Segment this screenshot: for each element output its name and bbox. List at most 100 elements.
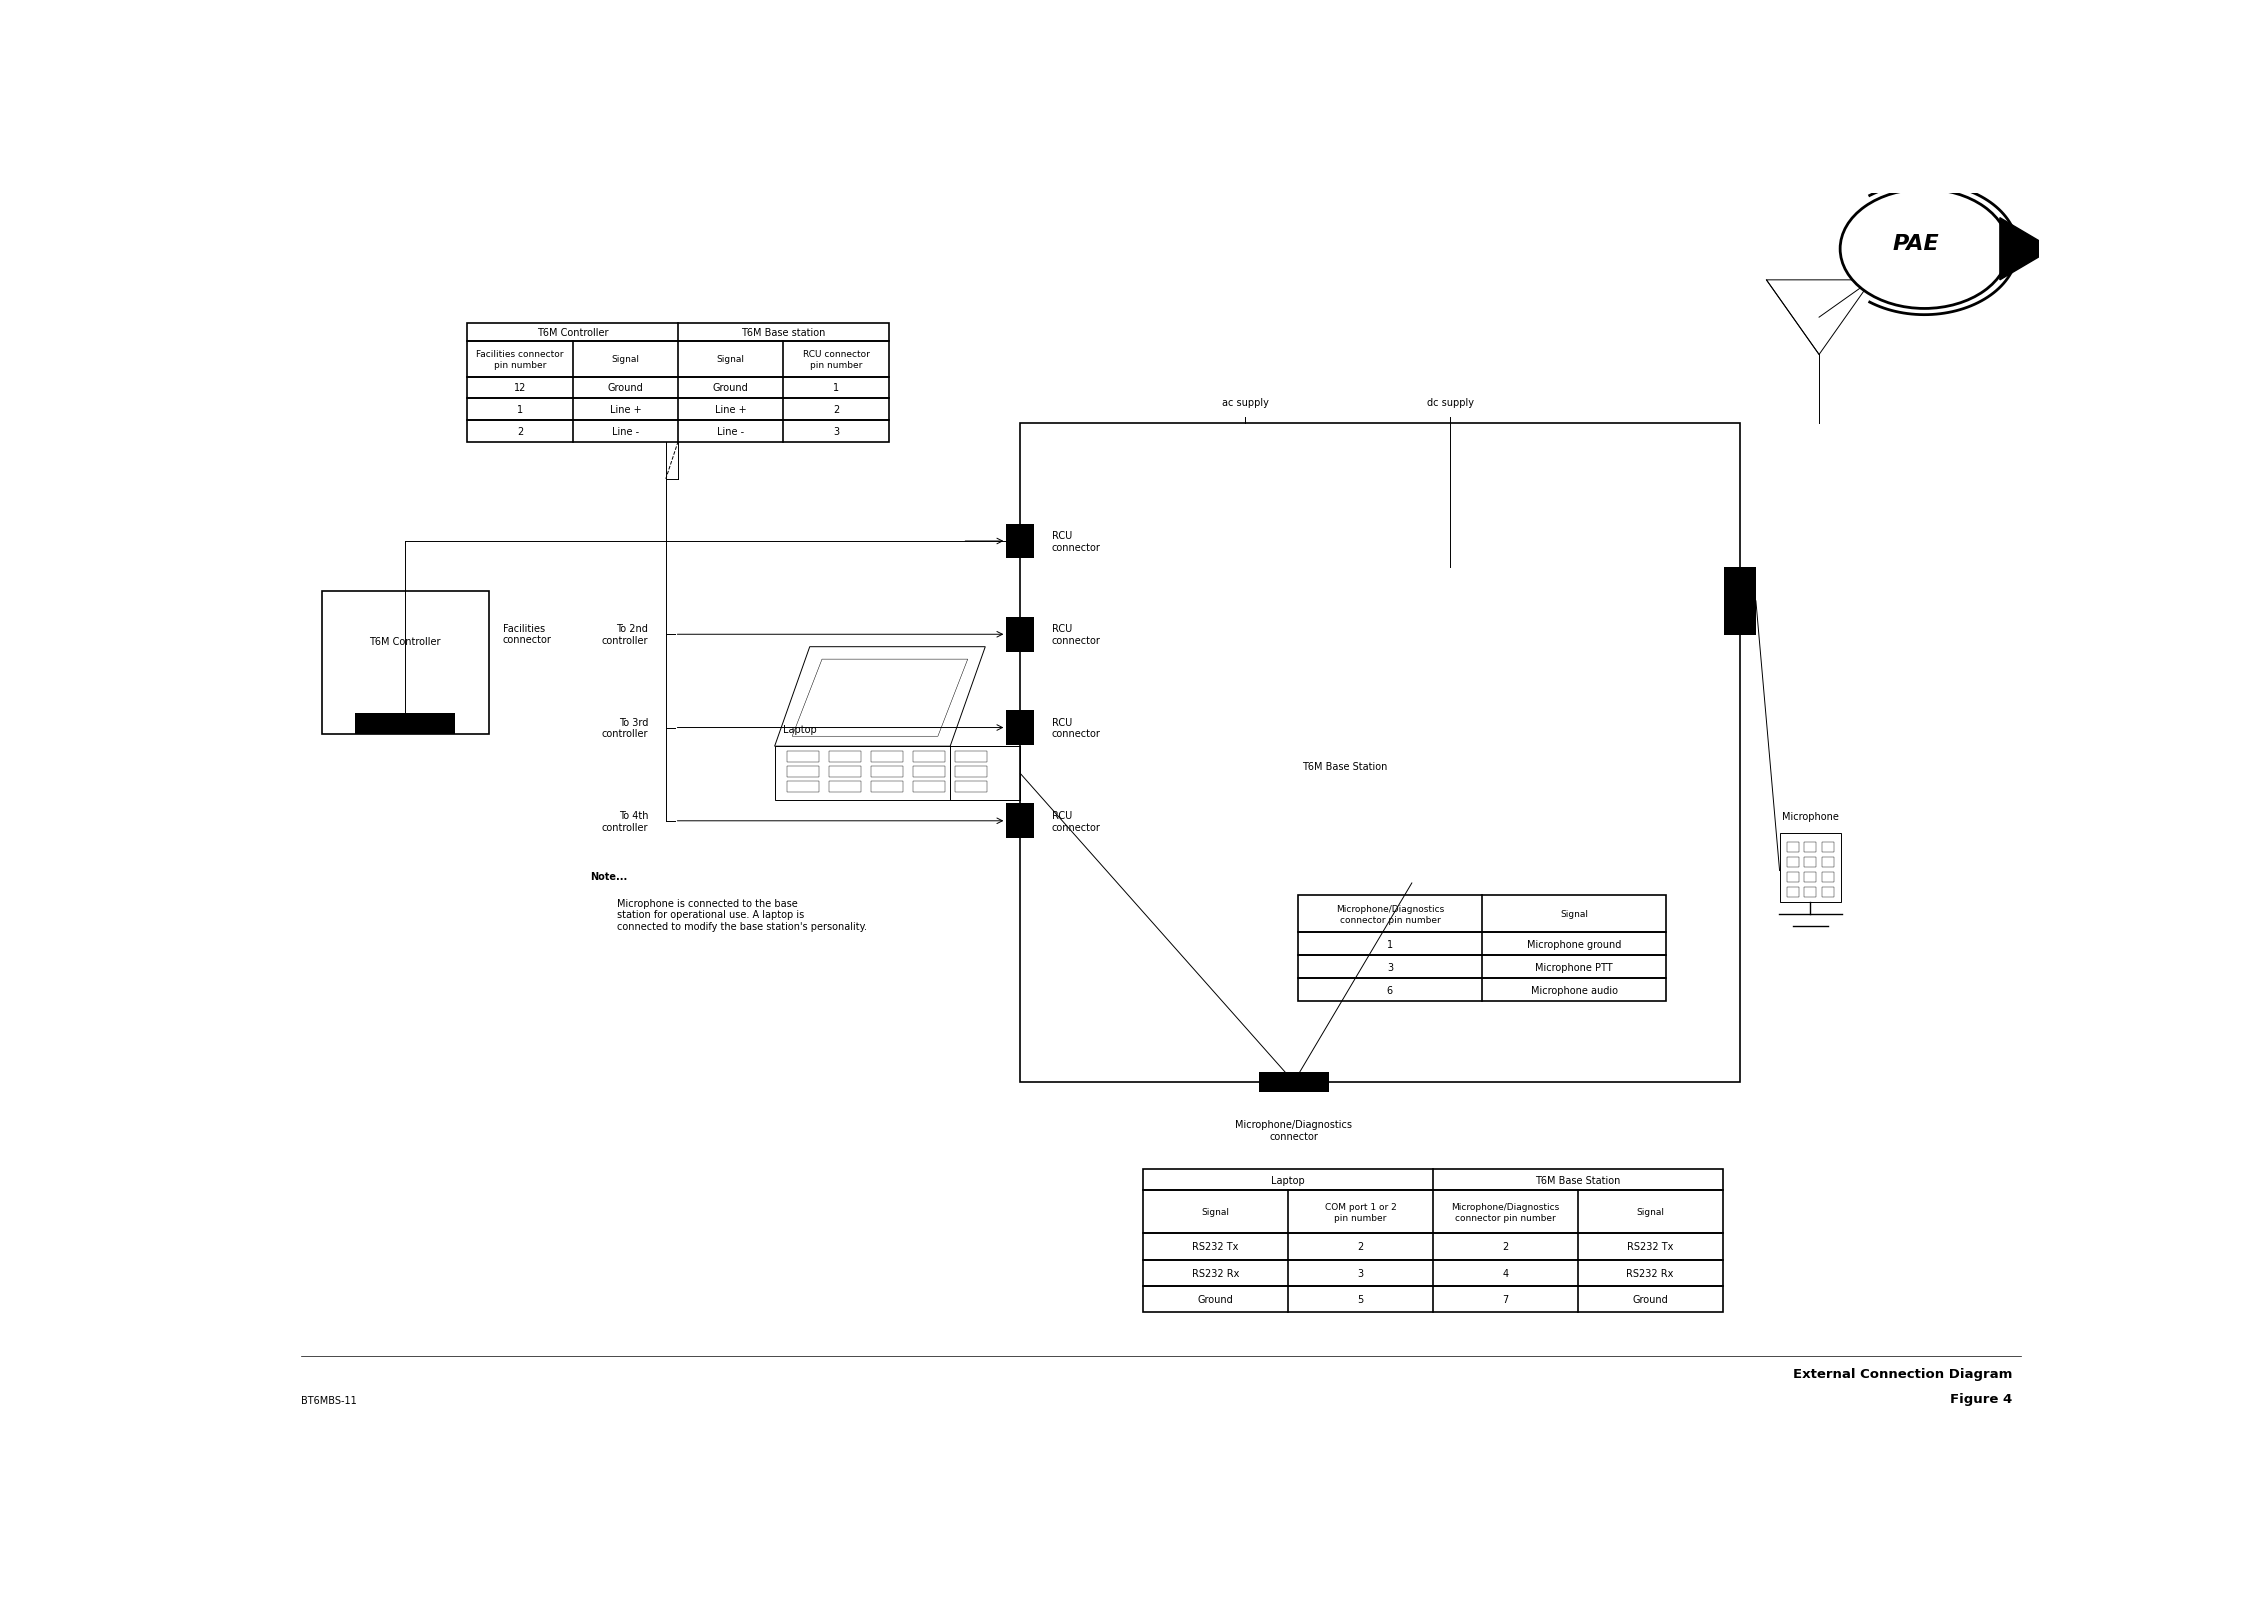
Text: PAE: PAE xyxy=(1891,234,1939,253)
Bar xyxy=(1805,888,1817,897)
Bar xyxy=(786,767,818,778)
Bar xyxy=(1805,857,1817,867)
Text: Microphone is connected to the base
station for operational use. A laptop is
con: Microphone is connected to the base stat… xyxy=(616,899,867,931)
Text: External Connection Diagram: External Connection Diagram xyxy=(1794,1367,2011,1380)
Text: RS232 Tx: RS232 Tx xyxy=(1626,1241,1674,1252)
Bar xyxy=(467,399,888,421)
Bar xyxy=(467,342,888,378)
Text: Laptop: Laptop xyxy=(784,725,818,734)
Text: Microphone: Microphone xyxy=(1783,812,1839,822)
Bar xyxy=(1144,1261,1724,1286)
Text: 2: 2 xyxy=(834,405,840,415)
Bar xyxy=(1006,804,1035,839)
Text: RCU
connector: RCU connector xyxy=(1051,810,1101,833)
Text: 1: 1 xyxy=(516,405,523,415)
Bar xyxy=(956,781,988,792)
Bar xyxy=(775,747,1022,801)
Bar xyxy=(1821,872,1835,883)
Bar xyxy=(1006,525,1035,558)
Text: Facilities connector
pin number: Facilities connector pin number xyxy=(476,350,564,370)
Bar xyxy=(872,767,904,778)
Text: Microphone ground: Microphone ground xyxy=(1527,939,1622,949)
Bar xyxy=(1019,423,1740,1083)
Text: T6M Base Station: T6M Base Station xyxy=(1302,762,1386,771)
Bar xyxy=(1144,1191,1724,1233)
Bar xyxy=(1259,1072,1330,1093)
Text: Microphone PTT: Microphone PTT xyxy=(1536,962,1613,972)
Text: 3: 3 xyxy=(1357,1269,1364,1278)
Bar xyxy=(1805,872,1817,883)
Bar xyxy=(1821,843,1835,852)
Text: 2: 2 xyxy=(1357,1241,1364,1252)
Bar xyxy=(1724,567,1755,636)
Bar xyxy=(786,752,818,763)
Text: RS232 Rx: RS232 Rx xyxy=(1191,1269,1239,1278)
Text: Line +: Line + xyxy=(716,405,747,415)
Text: 12: 12 xyxy=(514,383,525,394)
Text: To 2nd
controller: To 2nd controller xyxy=(602,625,648,646)
Bar xyxy=(1787,857,1798,867)
Text: Signal: Signal xyxy=(716,355,745,365)
Bar xyxy=(1780,834,1841,902)
Text: BT6MBS-11: BT6MBS-11 xyxy=(301,1396,356,1406)
Text: T6M Base station: T6M Base station xyxy=(741,328,827,337)
Text: T6M Controller: T6M Controller xyxy=(537,328,609,337)
Text: RS232 Tx: RS232 Tx xyxy=(1191,1241,1239,1252)
Bar xyxy=(1787,888,1798,897)
Bar xyxy=(829,752,861,763)
Text: Line -: Line - xyxy=(718,426,745,436)
Text: 5: 5 xyxy=(1357,1294,1364,1304)
Bar xyxy=(322,591,489,734)
Text: T6M Controller: T6M Controller xyxy=(369,636,442,646)
Bar xyxy=(1821,857,1835,867)
Text: Microphone audio: Microphone audio xyxy=(1531,985,1617,996)
Text: Microphone/Diagnostics
connector pin number: Microphone/Diagnostics connector pin num… xyxy=(1336,904,1445,925)
Text: RCU
connector: RCU connector xyxy=(1051,717,1101,739)
Text: Figure 4: Figure 4 xyxy=(1950,1393,2011,1406)
Text: To 4th
controller: To 4th controller xyxy=(602,810,648,833)
Bar xyxy=(956,767,988,778)
Bar xyxy=(1144,1233,1724,1261)
Bar xyxy=(1787,872,1798,883)
Text: 6: 6 xyxy=(1386,985,1393,996)
Text: Signal: Signal xyxy=(612,355,639,365)
Text: ac supply: ac supply xyxy=(1221,397,1268,407)
Bar xyxy=(913,781,945,792)
Text: Laptop: Laptop xyxy=(1271,1175,1305,1185)
Bar xyxy=(913,767,945,778)
Bar xyxy=(956,752,988,763)
Bar xyxy=(1144,1286,1724,1312)
Text: dc supply: dc supply xyxy=(1427,397,1475,407)
Text: Facilities
connector: Facilities connector xyxy=(503,623,550,646)
Bar xyxy=(1821,888,1835,897)
Text: To 3rd
controller: To 3rd controller xyxy=(602,717,648,739)
Bar xyxy=(1298,896,1667,933)
Bar xyxy=(1298,955,1667,978)
Bar xyxy=(1298,933,1667,955)
Bar xyxy=(1805,843,1817,852)
Text: Microphone/Diagnostics
connector: Microphone/Diagnostics connector xyxy=(1234,1120,1352,1141)
Text: Signal: Signal xyxy=(1203,1207,1230,1217)
Text: Signal: Signal xyxy=(1561,910,1588,918)
Text: 3: 3 xyxy=(834,426,838,436)
Text: 3: 3 xyxy=(1386,962,1393,972)
Text: RCU
connector: RCU connector xyxy=(1051,531,1101,552)
Bar xyxy=(467,421,888,442)
Text: Line -: Line - xyxy=(612,426,639,436)
Text: 1: 1 xyxy=(1386,939,1393,949)
Text: Note...: Note... xyxy=(591,872,627,881)
Bar xyxy=(356,713,455,734)
Text: Microphone/Diagnostics
connector pin number: Microphone/Diagnostics connector pin num… xyxy=(1452,1202,1558,1222)
Text: Signal: Signal xyxy=(1635,1207,1665,1217)
Bar xyxy=(872,752,904,763)
Text: Ground: Ground xyxy=(713,383,750,394)
Bar xyxy=(1006,710,1035,746)
Polygon shape xyxy=(2000,218,2052,281)
Bar xyxy=(829,781,861,792)
Bar xyxy=(913,752,945,763)
Bar xyxy=(872,781,904,792)
Bar xyxy=(467,324,888,342)
Bar xyxy=(1006,618,1035,652)
Text: Ground: Ground xyxy=(607,383,643,394)
Text: 2: 2 xyxy=(1502,1241,1508,1252)
